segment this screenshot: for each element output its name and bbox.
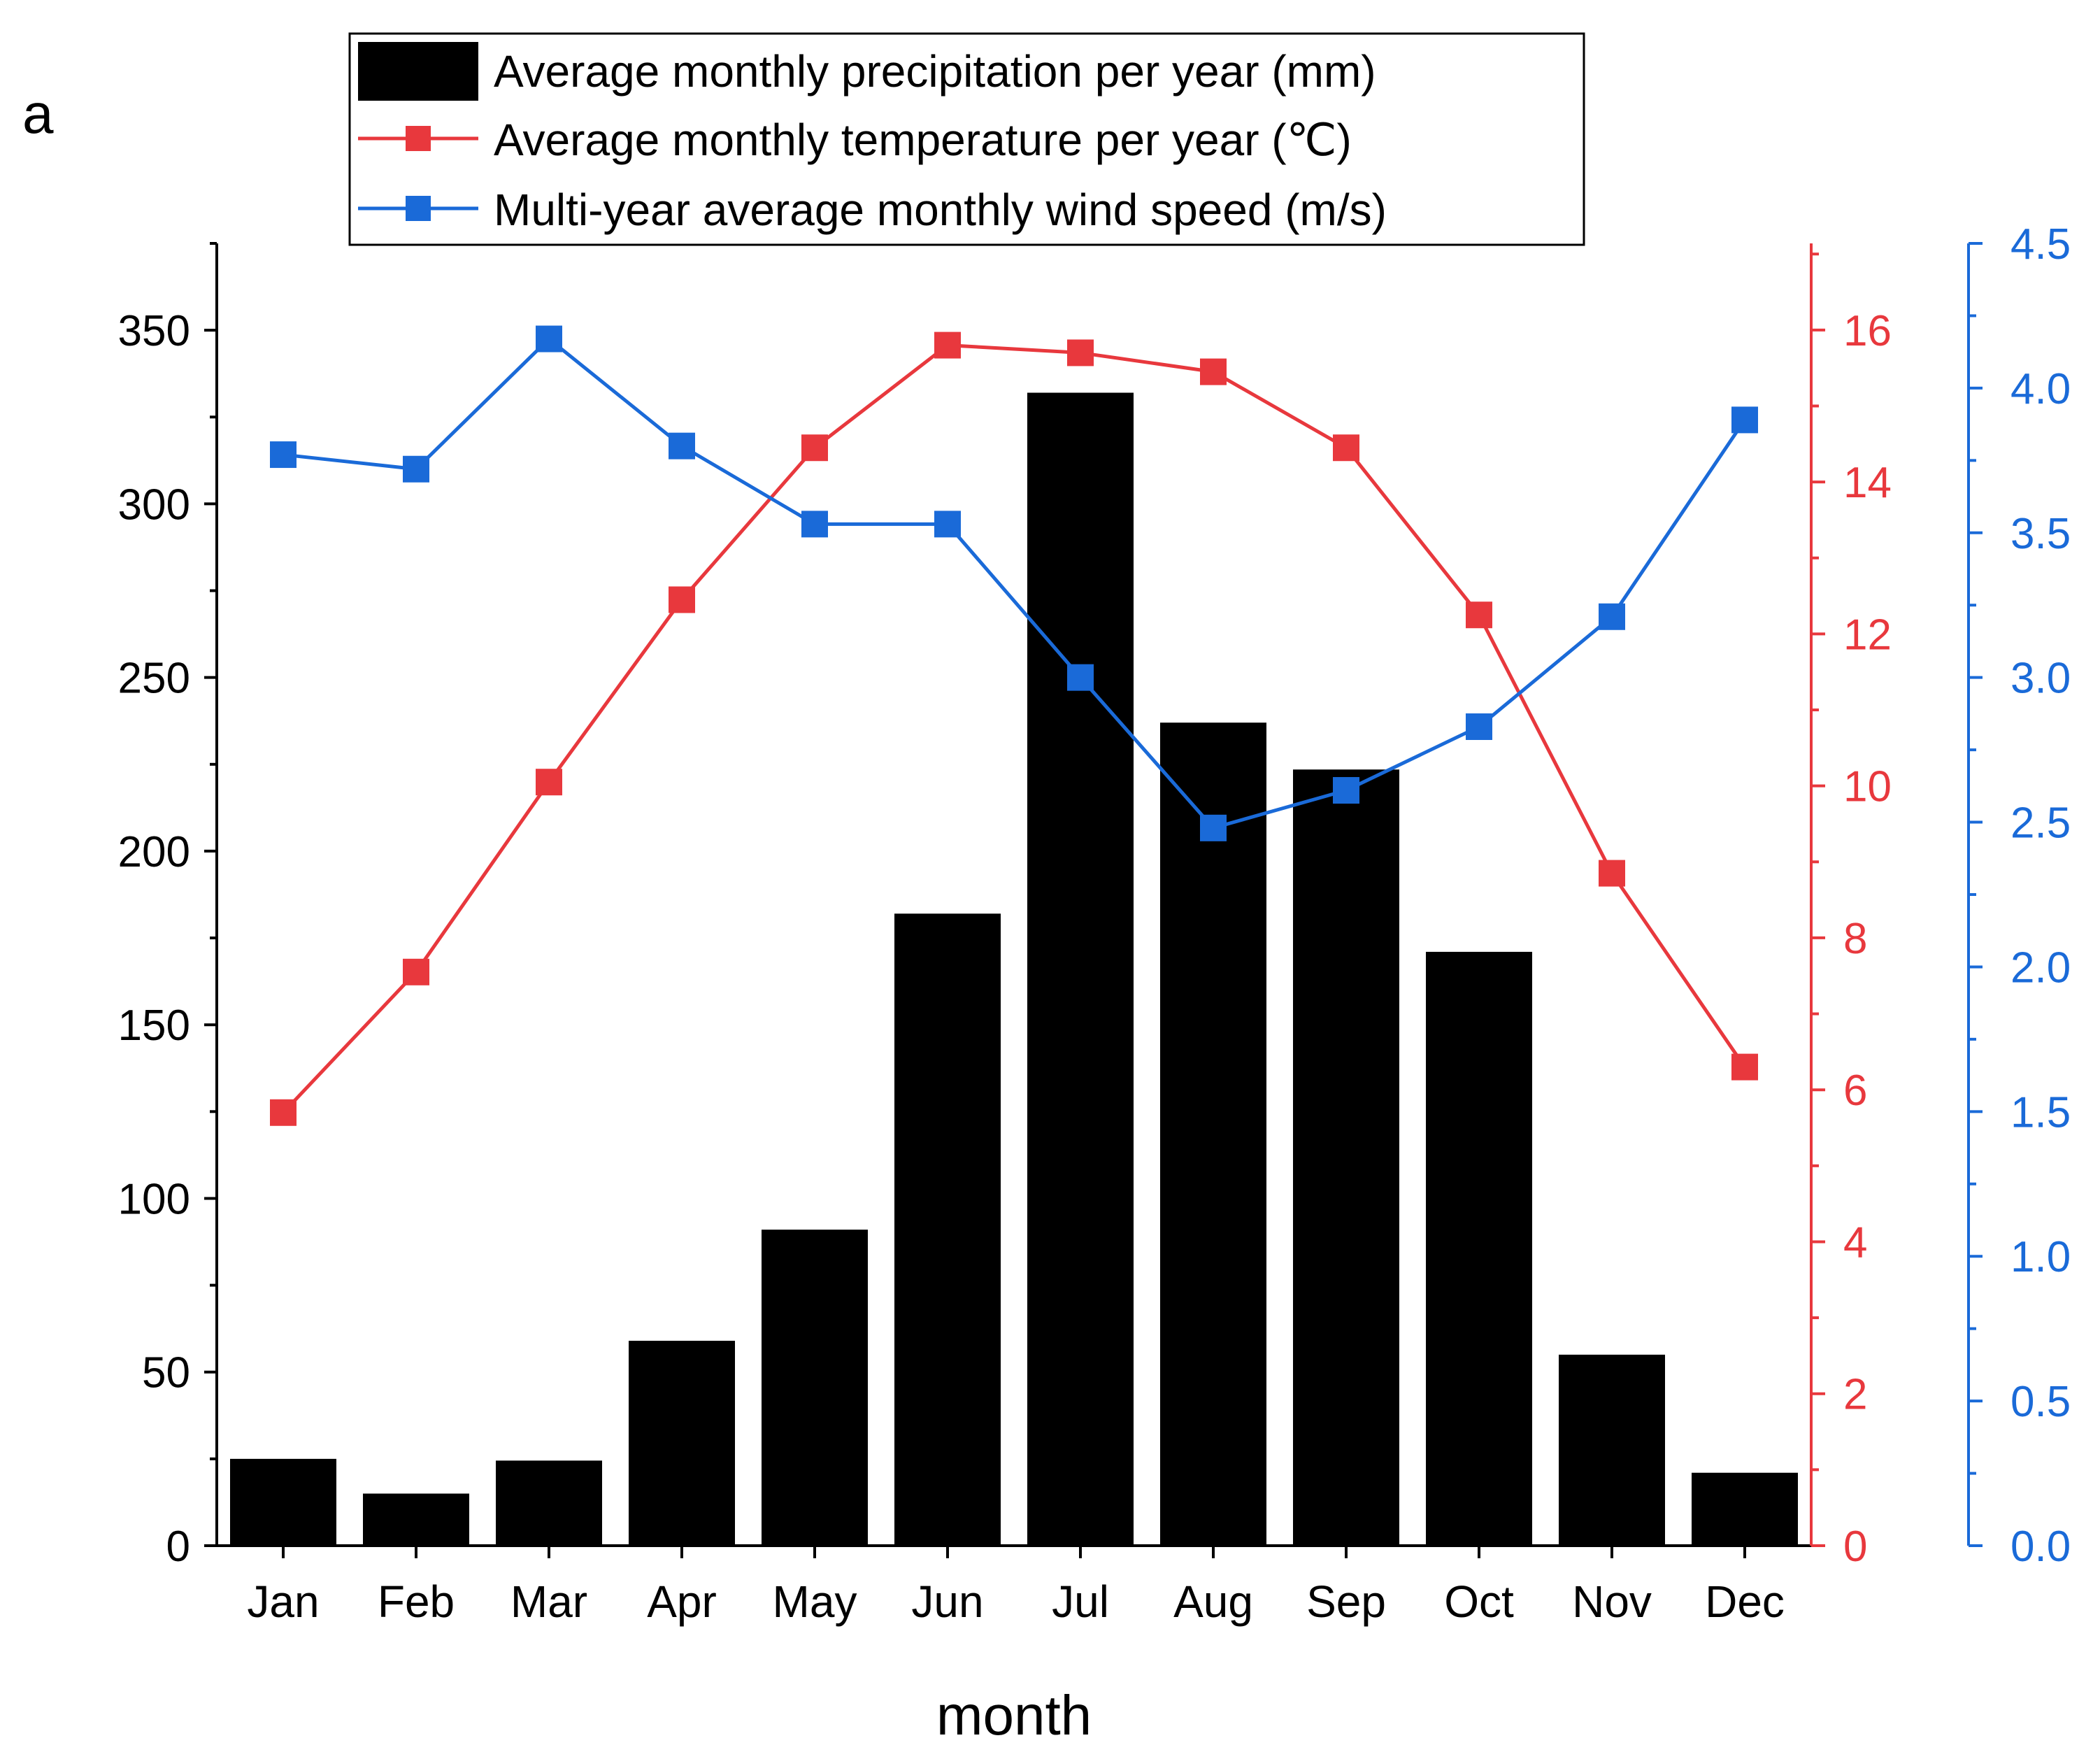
left-tick-label: 200 (118, 828, 190, 876)
x-tick-label: Oct (1444, 1576, 1514, 1627)
temperature-tick-label: 0 (1843, 1523, 1867, 1571)
left-tick-label: 300 (118, 480, 190, 529)
wind-tick-label: 0.0 (2010, 1523, 2071, 1571)
wind-point-jun (934, 511, 961, 538)
wind-tick-label: 2.5 (2010, 799, 2071, 848)
temperature-tick-label: 6 (1843, 1067, 1867, 1115)
precipitation-bar-oct (1426, 951, 1532, 1546)
precipitation-bar-jul (1027, 392, 1134, 1546)
temperature-series (270, 332, 1758, 1126)
precipitation-bar-jan (230, 1458, 336, 1546)
precipitation-bar-jun (894, 913, 1001, 1546)
precipitation-bar-dec (1692, 1472, 1798, 1546)
precipitation-bar-feb (363, 1493, 469, 1546)
precipitation-bar-apr (629, 1341, 735, 1546)
temperature-tick-label: 2 (1843, 1371, 1867, 1419)
precipitation-bar-aug (1160, 722, 1266, 1546)
temperature-tick-label: 4 (1843, 1218, 1867, 1267)
temperature-tick-label: 12 (1843, 611, 1892, 659)
wind-tick-label: 3.0 (2010, 655, 2071, 703)
wind-tick-label: 2.0 (2010, 943, 2071, 992)
temperature-point-jan (270, 1099, 297, 1126)
left-tick-label: 350 (118, 307, 190, 355)
x-axis-title: month (936, 1684, 1092, 1746)
x-tick-label: Apr (647, 1576, 717, 1627)
wind-point-feb (403, 455, 429, 483)
left-tick-label: 150 (118, 1002, 190, 1050)
temperature-point-apr (669, 586, 695, 613)
legend-label-precipitation: Average monthly precipitation per year (… (494, 46, 1376, 97)
temperature-point-feb (403, 958, 429, 985)
temperature-point-mar (536, 769, 562, 796)
wind-point-may (801, 511, 828, 538)
wind-tick-label: 3.5 (2010, 510, 2071, 558)
precipitation-bar-mar (496, 1460, 602, 1546)
panel-label: a (22, 83, 54, 145)
x-tick-label: Mar (510, 1576, 587, 1627)
temperature-point-sep (1333, 434, 1359, 462)
wind-point-jul (1067, 664, 1094, 691)
legend-frame (348, 32, 1585, 246)
wind-line (283, 336, 1747, 830)
temperature-point-jun (934, 332, 961, 359)
temperature-tick-label: 8 (1843, 915, 1867, 963)
left-tick-label: 100 (118, 1175, 190, 1223)
precipitation-bars (230, 392, 1798, 1546)
x-tick-label: Jan (247, 1576, 319, 1627)
legend-swatch-precipitation (358, 42, 478, 101)
wind-point-jan (270, 441, 297, 469)
temperature-point-jul (1067, 339, 1094, 366)
wind-point-nov (1599, 603, 1625, 630)
temperature-point-dec (1731, 1053, 1758, 1081)
temperature-point-aug (1200, 358, 1227, 385)
temperature-tick-label: 14 (1843, 459, 1892, 507)
wind-series (270, 325, 1758, 841)
wind-tick-label: 4.5 (2010, 220, 2071, 269)
x-tick-label: Sep (1306, 1576, 1386, 1627)
legend: Average monthly precipitation per year (… (348, 32, 1585, 246)
precipitation-bar-nov (1559, 1354, 1665, 1546)
x-tick-label: May (773, 1576, 857, 1627)
x-tick-label: Jul (1052, 1576, 1109, 1627)
temperature-tick-label: 10 (1843, 763, 1892, 811)
wind-point-aug (1200, 814, 1227, 841)
x-tick-label: Dec (1705, 1576, 1785, 1627)
precipitation-bar-sep (1293, 769, 1399, 1546)
precipitation-bar-may (762, 1230, 868, 1546)
wind-point-apr (669, 432, 695, 460)
legend-marker-wind (406, 196, 431, 221)
temperature-point-nov (1599, 860, 1625, 887)
temperature-point-oct (1466, 601, 1492, 629)
left-tick-label: 250 (118, 655, 190, 703)
wind-tick-label: 1.5 (2010, 1088, 2071, 1137)
x-tick-label: Nov (1572, 1576, 1652, 1627)
legend-label-temperature: Average monthly temperature per year (℃) (494, 115, 1352, 165)
x-tick-label: Feb (378, 1576, 455, 1627)
temperature-line (282, 343, 1747, 1114)
wind-tick-label: 4.0 (2010, 365, 2071, 413)
wind-point-dec (1731, 406, 1758, 434)
legend-marker-temperature (406, 126, 431, 151)
x-tick-label: Aug (1173, 1576, 1253, 1627)
wind-tick-label: 1.0 (2010, 1233, 2071, 1281)
wind-point-sep (1333, 777, 1359, 804)
x-tick-label: Jun (911, 1576, 983, 1627)
left-tick-label: 50 (142, 1349, 190, 1397)
wind-point-mar (536, 325, 562, 352)
wind-tick-label: 0.5 (2010, 1378, 2071, 1426)
legend-label-wind: Multi-year average monthly wind speed (m… (494, 185, 1387, 235)
temperature-tick-label: 16 (1843, 307, 1892, 355)
temperature-point-may (801, 434, 828, 462)
left-tick-label: 0 (166, 1523, 190, 1571)
wind-point-oct (1466, 713, 1492, 741)
